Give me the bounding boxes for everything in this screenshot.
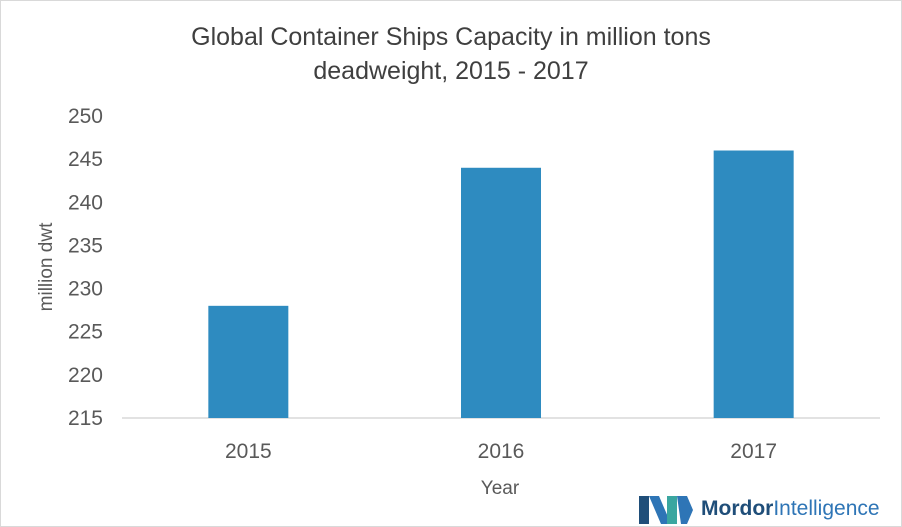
logo-text: MordorIntelligence bbox=[701, 497, 880, 521]
y-axis-title: million dwt bbox=[36, 222, 57, 311]
y-tick-label: 220 bbox=[68, 364, 103, 387]
chart-title: Global Container Ships Capacity in milli… bbox=[0, 20, 902, 88]
mordor-logo-icon bbox=[639, 496, 693, 524]
mordor-intelligence-logo: MordorIntelligence bbox=[637, 492, 880, 526]
logo-text-light: Intelligence bbox=[773, 497, 880, 520]
y-tick-label: 240 bbox=[68, 191, 103, 214]
y-tick-label: 225 bbox=[68, 321, 103, 344]
bars bbox=[208, 150, 794, 418]
y-tick-label: 235 bbox=[68, 234, 103, 257]
y-tick-label: 215 bbox=[68, 407, 103, 430]
chart-title-line-2: deadweight, 2015 - 2017 bbox=[313, 57, 589, 85]
x-tick-label: 2017 bbox=[730, 440, 777, 463]
logo-text-bold: Mordor bbox=[701, 497, 774, 520]
y-tick-label: 230 bbox=[68, 278, 103, 301]
y-tick-label: 250 bbox=[68, 105, 103, 128]
y-axis-ticks: 215 220 225 230 235 240 245 250 bbox=[68, 105, 103, 430]
bar-2016 bbox=[461, 167, 541, 418]
bar-2017 bbox=[713, 150, 794, 418]
x-tick-label: 2016 bbox=[478, 440, 525, 463]
bar-2015 bbox=[208, 305, 289, 418]
x-tick-label: 2015 bbox=[225, 440, 272, 463]
x-axis-title: Year bbox=[481, 478, 520, 499]
y-tick-label: 245 bbox=[68, 148, 103, 171]
chart-title-line-1: Global Container Ships Capacity in milli… bbox=[191, 23, 711, 51]
x-axis-ticks: 2015 2016 2017 bbox=[225, 440, 777, 463]
